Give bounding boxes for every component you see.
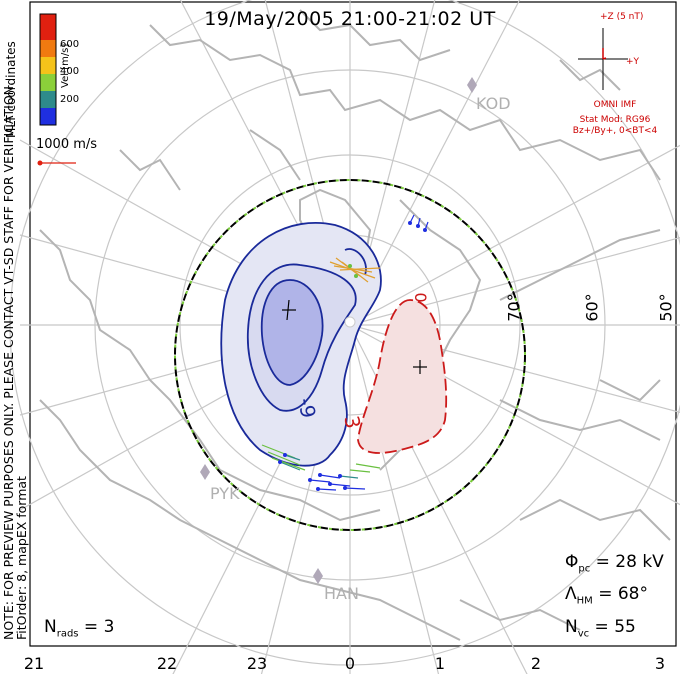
colorbar-tick-200: 200 xyxy=(60,94,80,105)
pole-marker xyxy=(344,316,356,328)
preview-note: NOTE: FOR PREVIEW PURPOSES ONLY. PLEASE … xyxy=(1,82,29,640)
scale-vector-label: 1000 m/s xyxy=(36,137,98,152)
station-pyk-marker xyxy=(200,464,210,480)
station-kod-marker xyxy=(467,77,477,93)
imf-model-line2: Bz+/By+, 0<BT<4 xyxy=(572,126,658,136)
hour-label-22: 22 xyxy=(156,654,178,673)
colorbar-tick-600: 600 xyxy=(60,39,80,50)
contour-label-negative: -9 xyxy=(293,396,321,420)
velocity-vectors-orange xyxy=(329,257,381,283)
hour-label-23: 23 xyxy=(246,654,268,673)
map-frame xyxy=(29,1,677,647)
station-han-label: HAN xyxy=(324,584,359,603)
hm-boundary xyxy=(174,179,526,531)
colorbar-label: Vel [m/s] xyxy=(60,43,71,88)
color-bar xyxy=(39,13,57,126)
imf-y-label: +Y xyxy=(626,57,640,67)
velocity-vectors-top xyxy=(409,214,429,231)
stat-lambda-hm: ΛHM = 68° xyxy=(565,584,648,607)
station-markers xyxy=(200,77,477,584)
contour-label-zero: 0 xyxy=(411,292,431,303)
negative-contour-core xyxy=(260,279,324,386)
imf-source: OMNI IMF xyxy=(593,100,637,110)
positive-potential-cell xyxy=(357,299,448,454)
stat-nvc: Nvc = 55 xyxy=(565,617,636,640)
hour-label-0: 0 xyxy=(344,654,356,673)
velocity-vectors-lower xyxy=(261,444,381,491)
hour-label-2: 2 xyxy=(530,654,542,673)
colorbar-tick-400: 400 xyxy=(60,66,80,77)
latitude-label-60: 60° xyxy=(582,293,602,322)
map-title: 19/May/2005 21:00-21:02 UT xyxy=(204,8,496,30)
preview-note-line2: FitOrder: 8, mapEX format xyxy=(14,476,29,640)
imf-z-label: +Z (5 nT) xyxy=(600,12,644,22)
station-kod-label: KOD xyxy=(476,94,511,113)
latitude-label-70: 70° xyxy=(504,293,524,322)
hour-label-21: 21 xyxy=(23,654,45,673)
stat-phi-pc: Φpc = 28 kV xyxy=(565,552,664,575)
imf-vector xyxy=(602,48,607,60)
scale-vector xyxy=(37,160,76,166)
stat-nrads: Nrads = 3 xyxy=(44,617,115,640)
imf-model-line1: Stat Mod: RG96 xyxy=(579,115,651,125)
station-han-marker xyxy=(313,568,323,584)
station-pyk-label: PYK xyxy=(210,484,240,503)
hour-label-3: 3 xyxy=(654,654,666,673)
latitude-label-50: 50° xyxy=(656,293,676,322)
hour-label-1: 1 xyxy=(434,654,446,673)
negative-center-marker-b xyxy=(286,299,290,321)
